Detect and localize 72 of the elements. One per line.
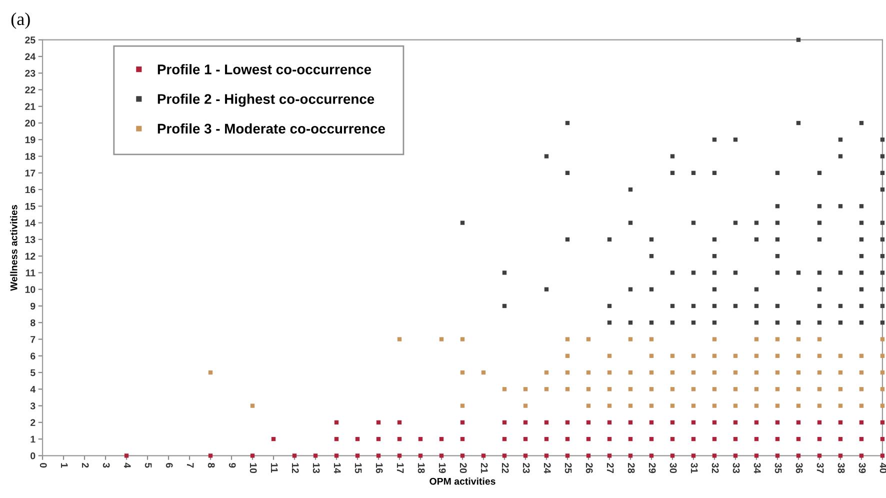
- x-tick-label: 18: [418, 463, 425, 474]
- y-tick-label: 14: [25, 220, 36, 226]
- y-tick-label: 8: [30, 319, 36, 326]
- legend-label: Profile 3 - Moderate co-occurrence: [158, 123, 385, 134]
- x-tick-label: 28: [628, 462, 635, 474]
- x-tick-label: 15: [354, 463, 362, 474]
- y-tick-label: 24: [25, 53, 36, 60]
- x-tick-label: 32: [712, 462, 719, 474]
- x-tick-label: 8: [208, 462, 215, 468]
- y-tick-label: 0: [30, 452, 36, 460]
- x-tick-label: 9: [228, 462, 236, 468]
- y-tick-label: 18: [25, 153, 36, 160]
- x-tick-label: 19: [438, 463, 446, 474]
- x-tick-label: 13: [312, 463, 320, 474]
- x-tick-label: 39: [858, 462, 866, 474]
- x-tick-label: 12: [292, 463, 299, 474]
- x-tick-label: 23: [522, 462, 530, 474]
- x-tick-label: 20: [460, 462, 467, 474]
- y-tick-label: 19: [25, 136, 36, 144]
- y-tick-label: 3: [30, 402, 36, 410]
- x-tick-label: 25: [564, 462, 572, 474]
- x-tick-label: 33: [732, 462, 740, 474]
- x-tick-label: 22: [502, 462, 509, 474]
- y-tick-label: 21: [25, 103, 36, 110]
- x-tick-label: 38: [838, 462, 845, 474]
- y-tick-label: 25: [25, 36, 36, 44]
- x-tick-label: 17: [396, 463, 404, 473]
- y-tick-label: 16: [25, 186, 36, 194]
- y-tick-label: 10: [25, 286, 36, 293]
- y-tick-label: 12: [25, 252, 36, 260]
- x-tick-label: 37: [816, 462, 824, 473]
- x-tick-label: 4: [124, 462, 131, 468]
- x-tick-label: 1: [61, 463, 68, 468]
- x-tick-label: 21: [480, 462, 488, 474]
- x-tick-label: 10: [250, 463, 257, 474]
- x-tick-label: 34: [754, 462, 761, 474]
- y-tick-label: 20: [25, 120, 36, 127]
- x-axis-title: OPM activities: [430, 478, 496, 485]
- x-tick-label: 35: [774, 462, 782, 474]
- chart-title: (a): [11, 12, 30, 29]
- x-tick-label: 14: [334, 463, 341, 474]
- y-tick-label: 2: [30, 419, 36, 426]
- y-tick-label: 17: [25, 170, 36, 176]
- x-tick-label: 6: [166, 462, 173, 468]
- x-tick-label: 29: [648, 462, 656, 474]
- y-tick-label: 4: [30, 386, 36, 393]
- y-tick-label: 15: [25, 203, 36, 210]
- y-tick-label: 23: [25, 70, 36, 77]
- y-tick-label: 22: [25, 86, 36, 94]
- y-tick-label: 1: [30, 436, 36, 443]
- x-tick-label: 24: [544, 462, 551, 474]
- x-tick-label: 36: [796, 462, 803, 474]
- x-tick-label: 11: [270, 463, 278, 473]
- y-tick-label: 9: [30, 302, 36, 310]
- x-tick-label: 5: [144, 462, 152, 468]
- y-tick-label: 6: [30, 352, 36, 360]
- x-tick-label: 16: [376, 463, 383, 474]
- x-tick-label: 3: [102, 462, 110, 468]
- legend-label: Profile 1 - Lowest co-occurrence: [158, 64, 372, 74]
- x-tick-label: 0: [40, 463, 47, 468]
- y-tick-label: 11: [26, 270, 36, 276]
- x-tick-label: 31: [690, 462, 698, 474]
- x-tick-label: 26: [586, 462, 593, 474]
- y-tick-label: 13: [25, 236, 36, 244]
- legend-label: Profile 2 - Highest co-occurrence: [158, 94, 374, 107]
- x-tick-label: 7: [187, 463, 194, 468]
- x-tick-label: 2: [82, 462, 89, 468]
- y-axis-title: Wellness activities: [10, 205, 18, 291]
- x-tick-label: 30: [670, 462, 677, 474]
- y-tick-label: 7: [30, 336, 36, 343]
- y-tick-label: 5: [30, 369, 36, 376]
- x-tick-label: 27: [606, 462, 614, 473]
